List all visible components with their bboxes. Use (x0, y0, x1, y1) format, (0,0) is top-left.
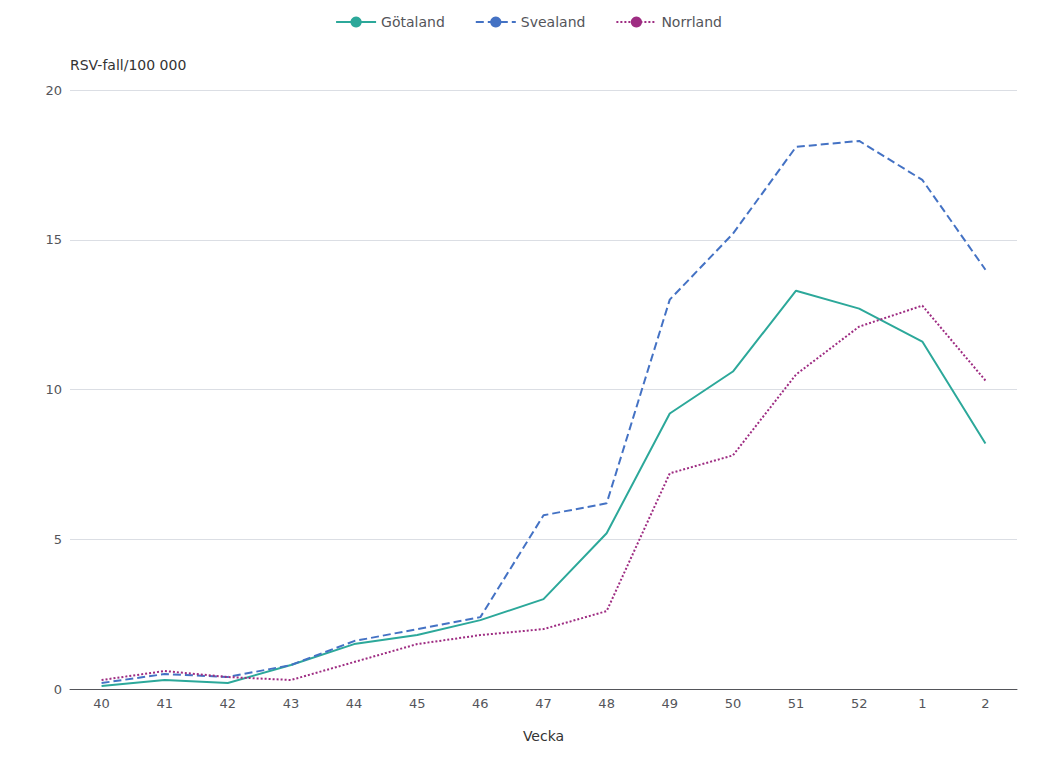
svg-text:Norrland: Norrland (661, 14, 722, 30)
svg-text:10: 10 (45, 382, 62, 397)
svg-text:Götaland: Götaland (381, 14, 445, 30)
svg-text:1: 1 (918, 696, 926, 711)
svg-text:0: 0 (54, 682, 62, 697)
svg-text:2: 2 (981, 696, 989, 711)
svg-text:47: 47 (535, 696, 552, 711)
svg-text:45: 45 (409, 696, 426, 711)
svg-text:42: 42 (220, 696, 237, 711)
svg-text:5: 5 (54, 532, 62, 547)
svg-text:52: 52 (851, 696, 868, 711)
svg-text:49: 49 (661, 696, 678, 711)
svg-text:RSV-fall/100 000: RSV-fall/100 000 (70, 57, 186, 73)
svg-text:50: 50 (725, 696, 742, 711)
svg-text:Vecka: Vecka (523, 728, 564, 744)
svg-text:Svealand: Svealand (521, 14, 586, 30)
svg-text:51: 51 (788, 696, 805, 711)
svg-text:41: 41 (156, 696, 173, 711)
svg-text:44: 44 (346, 696, 363, 711)
svg-text:43: 43 (283, 696, 300, 711)
svg-text:20: 20 (45, 83, 62, 98)
svg-text:46: 46 (472, 696, 489, 711)
svg-text:48: 48 (598, 696, 615, 711)
svg-text:15: 15 (45, 232, 62, 247)
svg-text:40: 40 (93, 696, 110, 711)
